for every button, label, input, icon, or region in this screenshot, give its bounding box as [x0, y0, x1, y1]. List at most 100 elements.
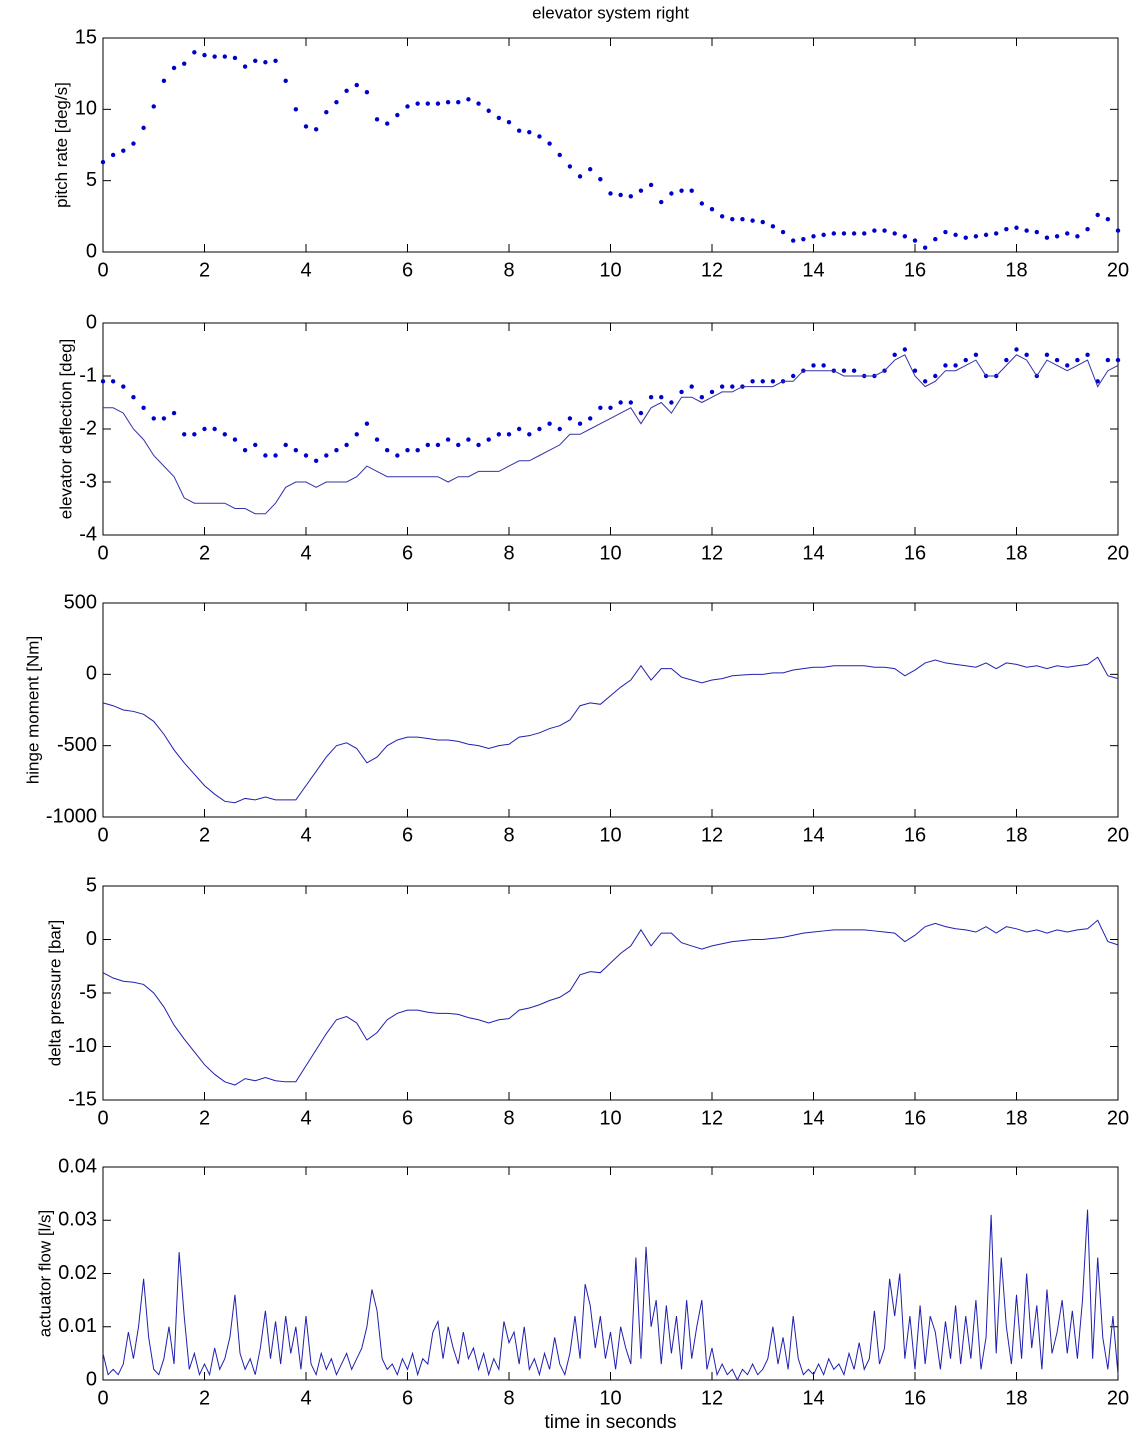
data-point	[496, 115, 502, 121]
data-point	[364, 421, 370, 426]
y-tick-label: -2	[79, 417, 97, 439]
data-point	[293, 107, 299, 112]
data-point	[1024, 228, 1029, 233]
x-tick-label: 10	[599, 1387, 621, 1409]
data-point	[222, 54, 227, 59]
data-point	[445, 100, 451, 105]
data-point	[385, 448, 390, 453]
x-tick-label: 4	[300, 542, 311, 564]
data-point	[313, 127, 319, 132]
data-line	[102, 1209, 1119, 1382]
data-point	[892, 352, 897, 357]
x-tick-label: 18	[1005, 1387, 1027, 1409]
y-axis-label: elevator deflection [deg]	[57, 339, 76, 520]
data-point	[385, 121, 390, 126]
data-point	[456, 100, 461, 105]
data-point	[719, 214, 725, 219]
y-tick-label: 5	[86, 874, 97, 896]
x-tick-label: 14	[802, 1387, 824, 1409]
x-tick-label: 16	[904, 1107, 926, 1129]
data-point	[435, 442, 441, 448]
data-point	[1004, 357, 1009, 363]
data-point	[577, 174, 583, 179]
x-tick-label: 2	[199, 1387, 210, 1409]
axes-frame	[102, 37, 1119, 253]
data-point	[1105, 216, 1111, 222]
data-point	[1075, 234, 1080, 239]
data-point	[709, 207, 715, 212]
data-point	[608, 191, 613, 196]
x-tick-label: 12	[701, 1387, 723, 1409]
y-tick-label: 0	[86, 663, 97, 685]
x-tick-label: 0	[97, 1387, 108, 1409]
x-tick-label: 18	[1005, 1107, 1027, 1129]
data-point	[730, 216, 735, 222]
y-tick-label: 0	[86, 240, 97, 262]
x-tick-label: 16	[904, 542, 926, 564]
data-point	[547, 421, 552, 426]
data-point	[456, 442, 461, 448]
data-point	[506, 119, 512, 125]
data-point	[1115, 357, 1121, 363]
data-point	[415, 101, 420, 106]
x-tick-label: 20	[1107, 259, 1129, 281]
data-point	[182, 432, 187, 437]
x-tick-label: 10	[599, 259, 621, 281]
data-point	[486, 437, 491, 442]
data-point	[110, 152, 116, 158]
data-point	[770, 224, 776, 229]
data-point	[973, 352, 979, 357]
data-point	[354, 432, 359, 437]
x-tick-label: 6	[402, 1107, 413, 1129]
data-point	[334, 100, 339, 105]
data-point	[588, 167, 593, 172]
data-point	[933, 236, 938, 242]
data-point	[750, 379, 755, 384]
data-point	[425, 442, 430, 448]
data-point	[750, 218, 755, 223]
axes-frame	[102, 322, 1119, 536]
data-point	[780, 229, 786, 235]
data-point	[466, 97, 471, 102]
data-point	[1065, 231, 1070, 236]
y-tick-label: 15	[75, 26, 97, 48]
x-tick-label: 10	[599, 542, 621, 564]
data-point	[1065, 363, 1070, 368]
data-point	[141, 405, 146, 410]
data-point	[141, 125, 146, 131]
x-tick-label: 10	[599, 824, 621, 846]
data-point	[242, 64, 248, 69]
x-tick-label: 16	[904, 259, 926, 281]
data-point	[445, 437, 451, 442]
data-point	[273, 58, 278, 64]
data-point	[242, 448, 248, 453]
x-tick-label: 4	[300, 1107, 311, 1129]
data-point	[953, 363, 958, 368]
data-point	[577, 421, 583, 426]
data-point	[283, 442, 288, 448]
data-point	[547, 141, 552, 146]
data-point	[425, 101, 430, 106]
data-point	[202, 52, 207, 58]
data-point	[770, 379, 776, 384]
y-tick-label: -3	[79, 470, 97, 492]
x-tick-label: 20	[1107, 1107, 1129, 1129]
data-point	[476, 442, 481, 448]
data-point	[1014, 225, 1019, 230]
y-tick-label: 5	[86, 169, 97, 191]
data-point	[466, 437, 471, 442]
data-point	[324, 453, 329, 458]
data-point	[100, 379, 106, 384]
x-tick-label: 2	[199, 824, 210, 846]
data-point	[963, 357, 968, 363]
x-tick-label: 16	[904, 824, 926, 846]
data-point	[912, 368, 918, 373]
axes-frame	[102, 1166, 1119, 1381]
x-tick-label: 8	[503, 1107, 514, 1129]
data-point	[791, 373, 796, 379]
data-point	[212, 54, 217, 59]
x-tick-label: 12	[701, 1107, 723, 1129]
x-tick-label: 0	[97, 542, 108, 564]
data-point	[110, 379, 116, 384]
